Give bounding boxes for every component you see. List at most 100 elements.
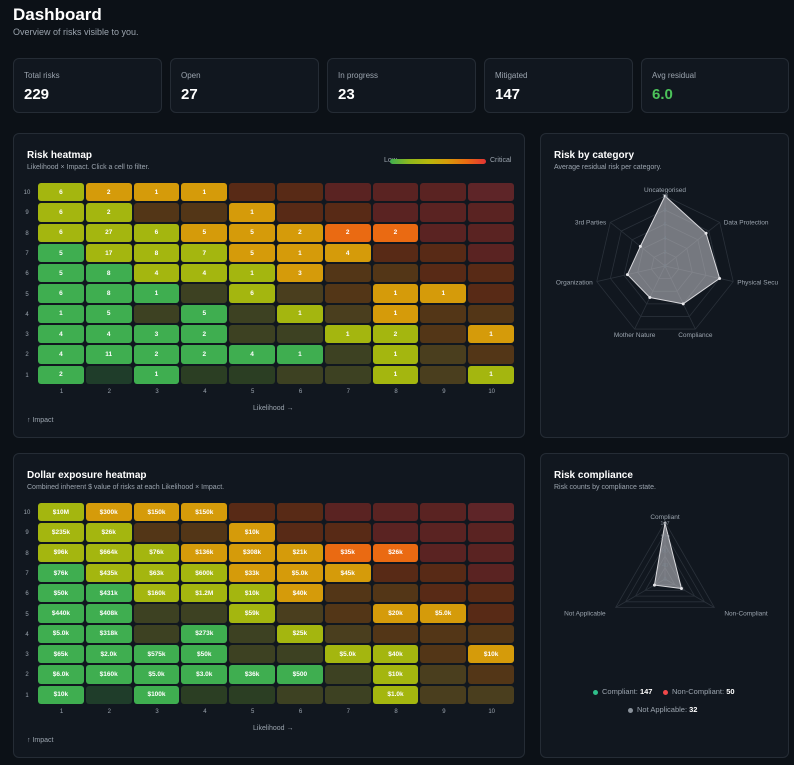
heatmap-cell[interactable]: $160k [85,665,132,684]
heatmap-cell[interactable] [372,243,419,263]
heatmap-cell[interactable] [133,624,180,644]
heatmap-cell[interactable] [276,203,323,222]
heatmap-cell[interactable] [181,365,228,384]
heatmap-cell[interactable]: $10k [38,685,84,704]
heatmap-cell[interactable] [420,325,467,344]
heatmap-cell[interactable] [324,284,371,303]
heatmap-cell[interactable]: 1 [133,365,180,384]
heatmap-cell[interactable]: 8 [85,264,132,283]
heatmap-cell[interactable] [229,365,275,384]
heatmap-cell[interactable]: $10k [229,584,275,603]
heatmap-cell[interactable]: 2 [133,345,180,364]
heatmap-cell[interactable]: $40k [372,645,419,664]
heatmap-cell[interactable]: $33k [229,563,275,583]
heatmap-cell[interactable]: $308k [229,543,275,562]
heatmap-cell[interactable]: 1 [324,325,371,344]
heatmap-cell[interactable]: 11 [85,345,132,364]
heatmap-cell[interactable]: 4 [229,345,275,364]
heatmap-cell[interactable]: $40k [276,584,323,603]
heatmap-cell[interactable] [324,345,371,364]
heatmap-cell[interactable]: $408k [85,604,132,623]
heatmap-cell[interactable]: $76k [38,563,84,583]
heatmap-cell[interactable]: $26k [85,523,132,542]
heatmap-cell[interactable]: $21k [276,543,323,562]
heatmap-cell[interactable]: 2 [38,365,84,384]
heatmap-cell[interactable] [324,503,371,522]
heatmap-cell[interactable]: 5 [229,223,275,242]
heatmap-cell[interactable]: $160k [133,584,180,603]
heatmap-cell[interactable] [372,523,419,542]
heatmap-cell[interactable] [420,503,467,522]
heatmap-cell[interactable]: 3 [133,325,180,344]
heatmap-cell[interactable]: 1 [229,264,275,283]
heatmap-cell[interactable]: $26k [372,543,419,562]
heatmap-cell[interactable]: 7 [181,243,228,263]
heatmap-cell[interactable] [372,183,419,202]
heatmap-cell[interactable]: $45k [324,563,371,583]
heatmap-cell[interactable]: 6 [38,183,84,202]
heatmap-cell[interactable]: 4 [85,325,132,344]
heatmap-cell[interactable]: $6.0k [38,665,84,684]
heatmap-cell[interactable]: 1 [372,365,419,384]
heatmap-cell[interactable] [181,284,228,303]
heatmap-cell[interactable] [468,584,514,603]
heatmap-cell[interactable] [468,345,514,364]
heatmap-cell[interactable]: 2 [372,223,419,242]
heatmap-cell[interactable] [181,523,228,542]
heatmap-cell[interactable]: 5 [85,304,132,324]
heatmap-cell[interactable] [324,665,371,684]
heatmap-cell[interactable] [324,264,371,283]
heatmap-cell[interactable]: 4 [38,345,84,364]
heatmap-cell[interactable]: 4 [133,264,180,283]
heatmap-cell[interactable] [324,183,371,202]
heatmap-cell[interactable] [372,624,419,644]
heatmap-cell[interactable]: 1 [468,325,514,344]
heatmap-cell[interactable]: 5 [181,304,228,324]
heatmap-cell[interactable] [229,183,275,202]
heatmap-cell[interactable]: 8 [85,284,132,303]
heatmap-cell[interactable] [229,685,275,704]
heatmap-cell[interactable]: 27 [85,223,132,242]
heatmap-cell[interactable] [229,304,275,324]
heatmap-cell[interactable]: $25k [276,624,323,644]
heatmap-cell[interactable] [420,243,467,263]
heatmap-cell[interactable] [324,304,371,324]
heatmap-cell[interactable] [181,604,228,623]
heatmap-cell[interactable] [324,604,371,623]
heatmap-cell[interactable] [276,183,323,202]
heatmap-cell[interactable] [420,203,467,222]
heatmap-cell[interactable]: $76k [133,543,180,562]
heatmap-cell[interactable]: 5 [181,223,228,242]
heatmap-cell[interactable] [420,264,467,283]
heatmap-cell[interactable] [420,365,467,384]
heatmap-cell[interactable]: $300k [85,503,132,522]
heatmap-cell[interactable]: $3.0k [181,665,228,684]
heatmap-cell[interactable] [229,645,275,664]
heatmap-cell[interactable] [420,543,467,562]
heatmap-cell[interactable] [420,345,467,364]
heatmap-cell[interactable]: $63k [133,563,180,583]
heatmap-cell[interactable]: $5.0k [133,665,180,684]
heatmap-cell[interactable]: $5.0k [324,645,371,664]
heatmap-cell[interactable] [276,604,323,623]
heatmap-cell[interactable]: 1 [372,284,419,303]
heatmap-cell[interactable]: $96k [38,543,84,562]
heatmap-cell[interactable] [229,325,275,344]
heatmap-cell[interactable] [324,365,371,384]
heatmap-cell[interactable]: 5 [229,243,275,263]
heatmap-cell[interactable]: 5 [38,264,84,283]
heatmap-cell[interactable]: 1 [38,304,84,324]
heatmap-cell[interactable] [420,685,467,704]
heatmap-cell[interactable] [372,503,419,522]
heatmap-cell[interactable] [468,523,514,542]
heatmap-cell[interactable] [468,304,514,324]
heatmap-cell[interactable]: 6 [133,223,180,242]
heatmap-cell[interactable] [85,365,132,384]
heatmap-cell[interactable] [420,584,467,603]
heatmap-cell[interactable] [468,243,514,263]
heatmap-cell[interactable]: $575k [133,645,180,664]
heatmap-cell[interactable] [468,183,514,202]
heatmap-cell[interactable] [324,203,371,222]
heatmap-cell[interactable] [133,304,180,324]
heatmap-cell[interactable]: $150k [181,503,228,522]
